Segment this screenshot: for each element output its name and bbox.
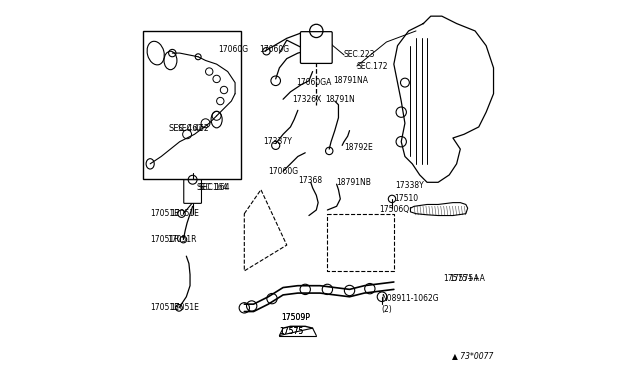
FancyBboxPatch shape: [184, 180, 202, 203]
Text: 17575+A: 17575+A: [449, 274, 485, 283]
Text: 17509P: 17509P: [281, 312, 310, 321]
Text: 17060GA: 17060GA: [296, 78, 332, 87]
Text: 17506Q: 17506Q: [379, 205, 409, 215]
Text: SEC.164: SEC.164: [196, 183, 228, 192]
Text: SEC.223: SEC.223: [344, 51, 376, 60]
Text: 17575: 17575: [280, 327, 303, 336]
Text: SEC.172: SEC.172: [357, 61, 388, 71]
Text: 17051R: 17051R: [167, 235, 196, 244]
Text: 17060G: 17060G: [218, 45, 248, 54]
Text: 17338Y: 17338Y: [396, 182, 424, 190]
Text: 17368: 17368: [298, 176, 322, 185]
Text: SEC.462: SEC.462: [178, 124, 209, 133]
Text: 18791N: 18791N: [326, 95, 355, 104]
Text: 17060G: 17060G: [268, 167, 298, 176]
Text: SEC.164: SEC.164: [198, 183, 230, 192]
Text: 17575+A: 17575+A: [444, 274, 479, 283]
FancyBboxPatch shape: [143, 31, 241, 179]
Text: 17509P: 17509P: [281, 312, 310, 321]
FancyBboxPatch shape: [300, 32, 332, 63]
Text: SEC.462: SEC.462: [168, 124, 204, 133]
Text: 17051R: 17051R: [150, 235, 180, 244]
Text: 18791NB: 18791NB: [337, 178, 371, 187]
Text: 17510: 17510: [394, 195, 418, 203]
Text: 18791NA: 18791NA: [333, 76, 368, 85]
Text: 17060G: 17060G: [259, 45, 289, 54]
Text: 17051E: 17051E: [170, 209, 199, 218]
Text: N08911-1062G
(2): N08911-1062G (2): [381, 295, 438, 314]
Text: 17051E: 17051E: [150, 303, 179, 312]
Text: 17051E: 17051E: [170, 303, 199, 312]
Text: ▲ 73*0077: ▲ 73*0077: [452, 350, 493, 359]
Text: 18792E: 18792E: [344, 143, 372, 152]
Text: 17575: 17575: [280, 327, 303, 336]
Text: 17326X: 17326X: [292, 95, 322, 104]
Text: 17337Y: 17337Y: [263, 137, 292, 146]
Text: 17051E: 17051E: [150, 209, 179, 218]
